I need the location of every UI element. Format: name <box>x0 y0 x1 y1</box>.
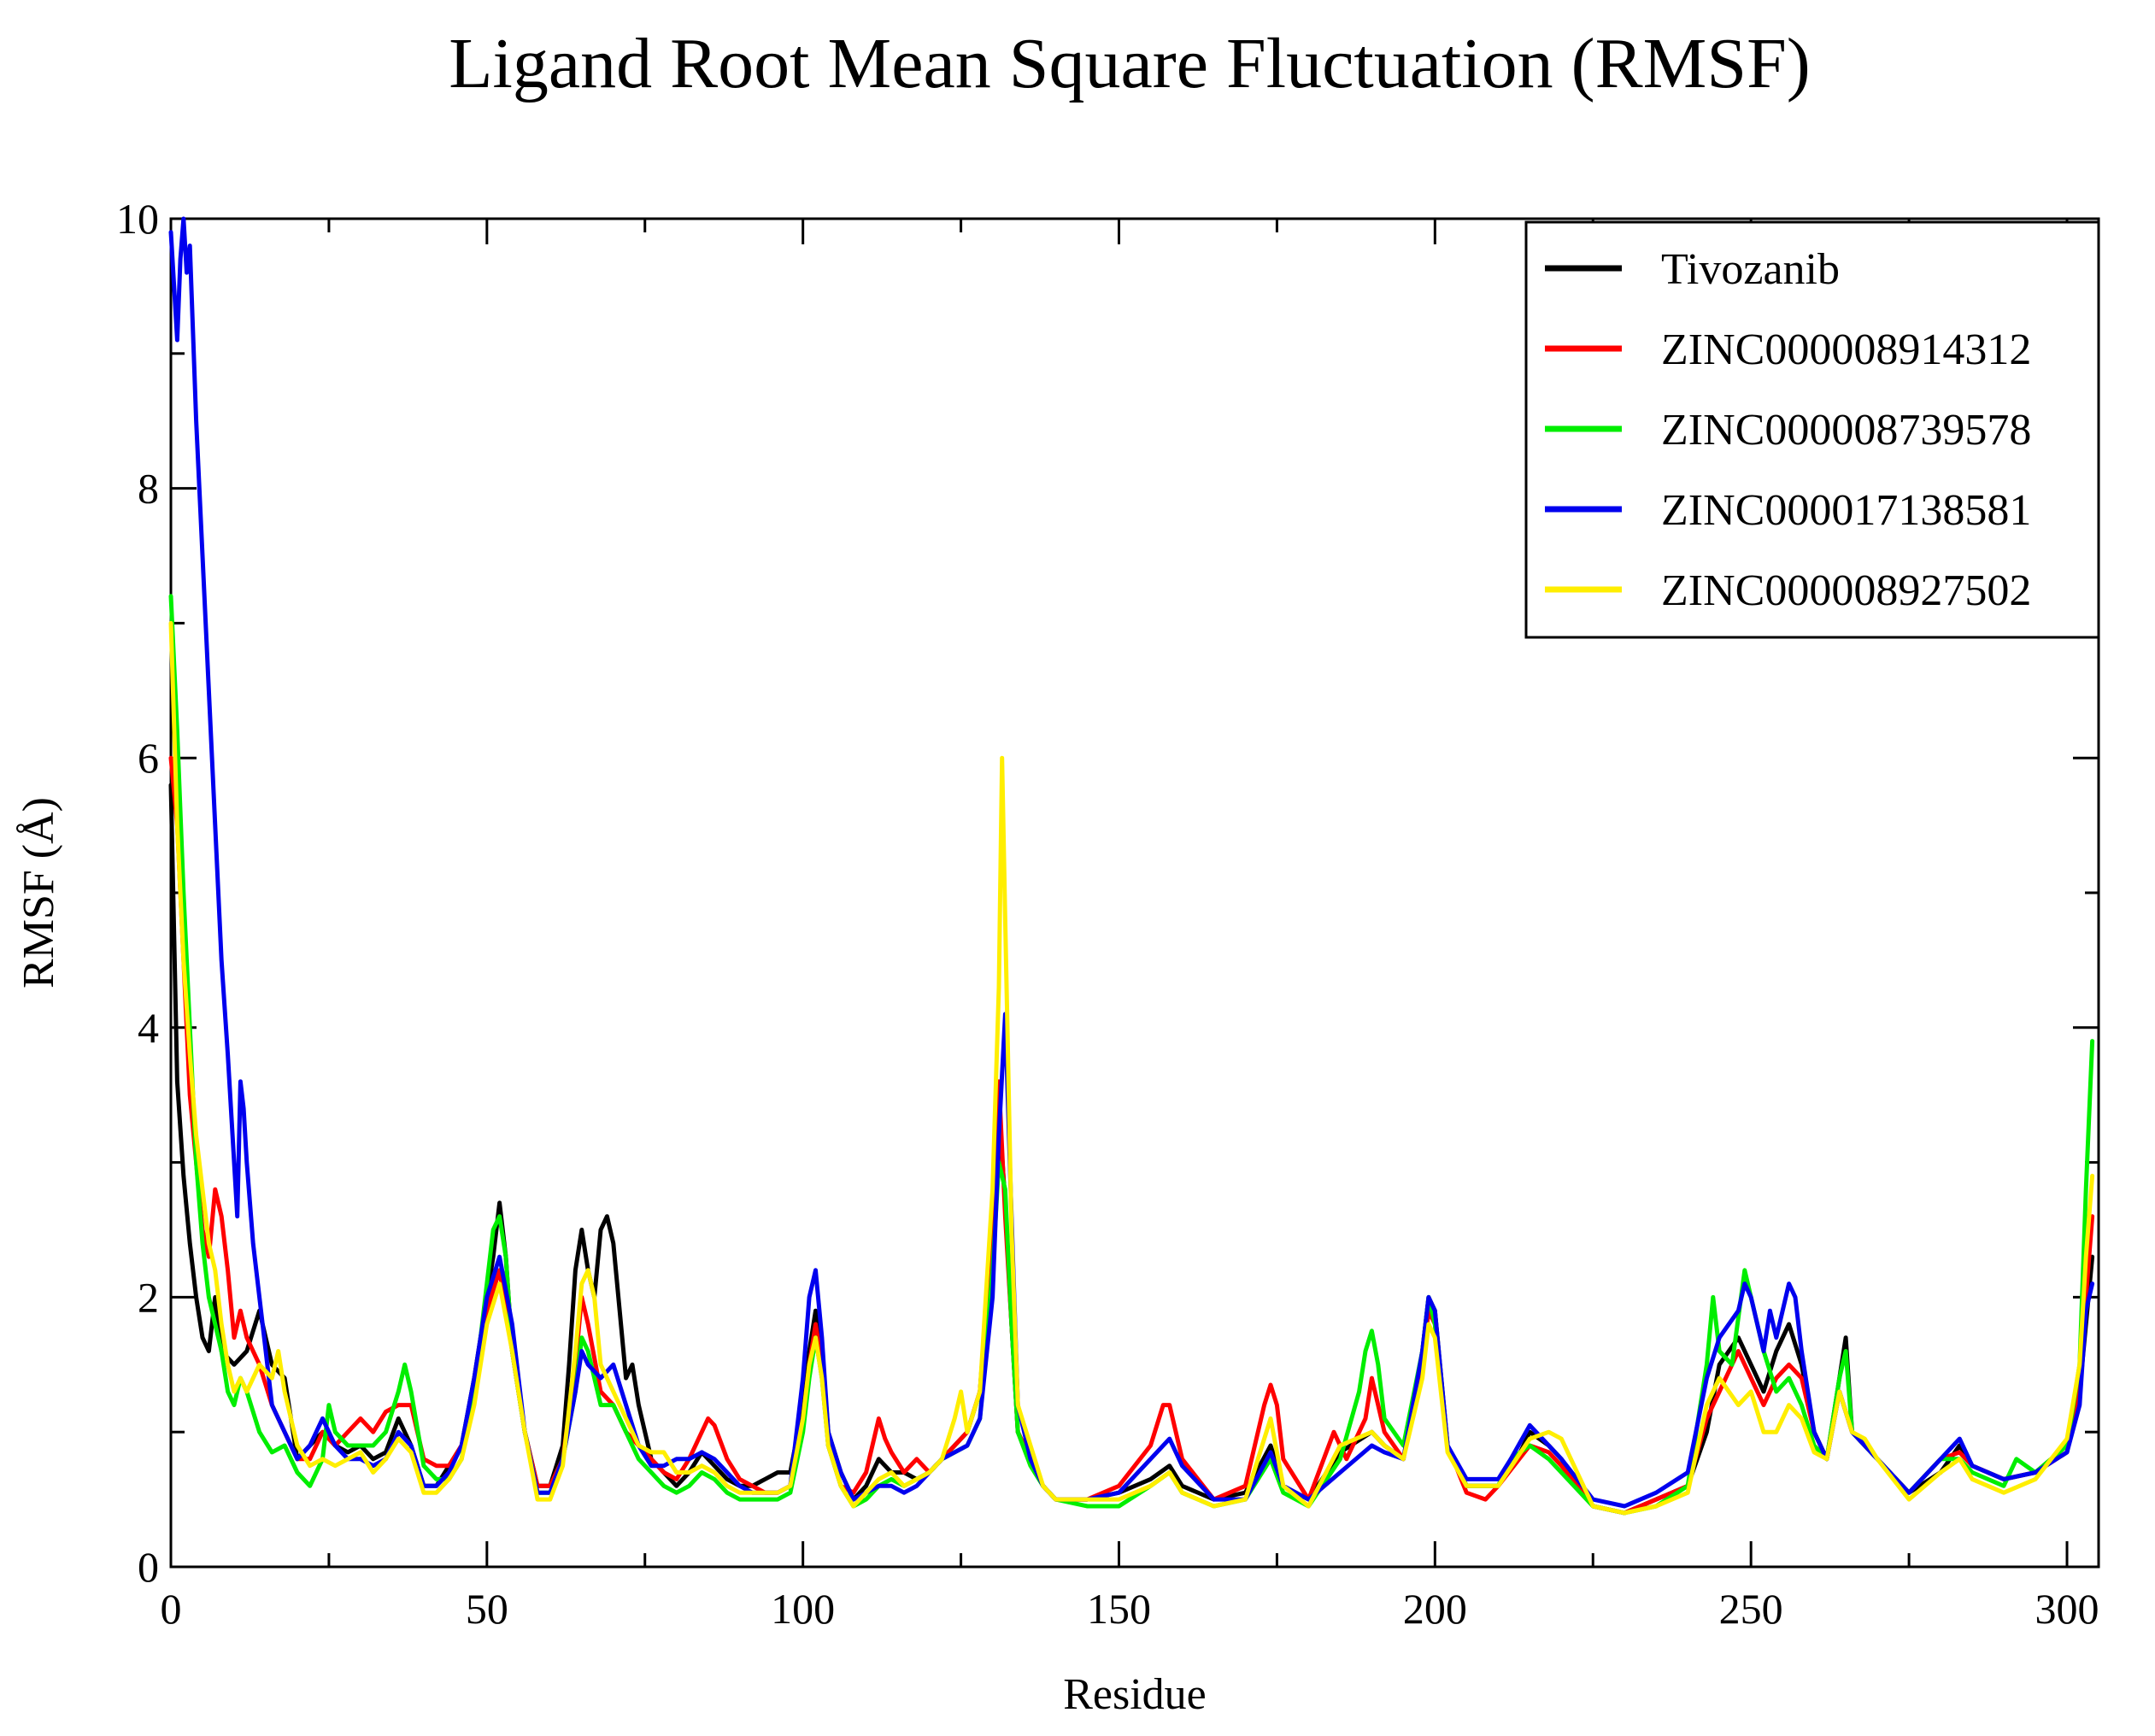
x-axis-label: Residue <box>1063 1670 1207 1719</box>
series-line-2 <box>168 755 2095 1516</box>
y-tick-label: 0 <box>138 1543 159 1591</box>
legend-label-2: ZINC000008914312 <box>1661 326 2031 374</box>
x-tick-label: 200 <box>1403 1585 1467 1633</box>
legend-label-5: ZINC000008927502 <box>1661 566 2031 615</box>
x-tick-label: 250 <box>1719 1585 1783 1633</box>
y-tick-label: 6 <box>138 734 159 782</box>
series-line-1 <box>168 783 2095 1516</box>
x-tick-label: 300 <box>2035 1585 2099 1633</box>
x-tick-label: 0 <box>161 1585 182 1633</box>
series-lines <box>168 216 2095 1516</box>
y-tick-label: 10 <box>116 195 159 243</box>
x-tick-labels: 0 50 100 150 200 250 300 <box>161 1585 2099 1633</box>
chart-title: Ligand Root Mean Square Fluctuation (RMS… <box>449 24 1811 103</box>
x-tick-label: 100 <box>771 1585 835 1633</box>
series-line-5 <box>168 620 2095 1516</box>
y-tick-label: 4 <box>138 1004 159 1052</box>
y-tick-label: 2 <box>138 1273 159 1321</box>
legend-label-3: ZINC000008739578 <box>1661 406 2031 455</box>
x-tick-label: 150 <box>1087 1585 1151 1633</box>
legend-label-1: Tivozanib <box>1661 245 1840 294</box>
y-axis-label: RMSF (Å) <box>15 797 63 988</box>
series-line-4 <box>168 216 2095 1509</box>
x-tick-label: 50 <box>466 1585 508 1633</box>
legend: Tivozanib ZINC000008914312 ZINC00000873957… <box>1524 220 2100 639</box>
y-tick-labels: 0 2 4 6 8 10 <box>116 195 159 1591</box>
y-tick-label: 8 <box>138 465 159 513</box>
legend-label-4: ZINC000017138581 <box>1661 486 2031 535</box>
